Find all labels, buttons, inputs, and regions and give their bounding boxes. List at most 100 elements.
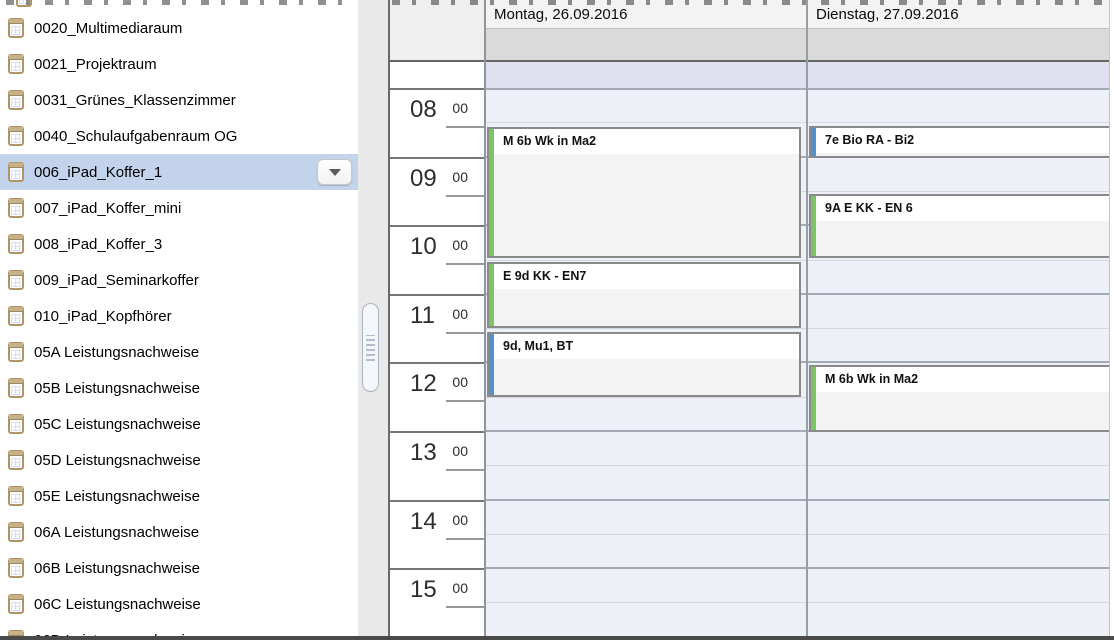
calendar-icon: [8, 594, 24, 614]
hour-label: 15: [410, 576, 437, 603]
calendar-event[interactable]: M 6b Wk in Ma2: [487, 127, 801, 258]
calendar-name: 0031_Grünes_Klassenzimmer: [34, 91, 236, 109]
calendar-icon: [8, 18, 24, 38]
allday-row[interactable]: [808, 28, 1114, 60]
event-category-color-bar: [811, 367, 816, 430]
sidebar-item-0040-schulaufgabenraum-og[interactable]: 0040_Schulaufgabenraum OG: [0, 118, 358, 154]
minute-underline: [446, 126, 484, 128]
hour-label: 08: [410, 96, 437, 123]
minute-underline: [446, 195, 484, 197]
hour-cell-09: 09 00: [390, 157, 484, 226]
calendar-name: 06A Leistungsnachweise: [34, 523, 200, 541]
vertical-scrollbar-track[interactable]: [1109, 0, 1114, 640]
calendar-name: 05D Leistungsnachweise: [34, 451, 201, 469]
calendar-options-dropdown-button[interactable]: [317, 159, 352, 185]
calendar-icon: [8, 522, 24, 542]
sidebar-item-006-ipad-koffer-1[interactable]: 006_iPad_Koffer_1: [0, 154, 358, 190]
sidebar-splitter[interactable]: [358, 0, 390, 640]
allday-row[interactable]: [486, 28, 806, 60]
cropped-top-row-sidebar: [6, 0, 346, 5]
hour-gridline: [808, 88, 1114, 90]
sidebar-item-0031-gr-nes-klassenzimmer[interactable]: 0031_Grünes_Klassenzimmer: [0, 82, 358, 118]
event-title: M 6b Wk in Ma2: [494, 129, 799, 154]
minute-label: 00: [452, 237, 468, 253]
sidebar-item-008-ipad-koffer-3[interactable]: 008_iPad_Koffer_3: [0, 226, 358, 262]
splitter-grippy-handle[interactable]: [362, 303, 379, 392]
week-view: 08 00 09 00 10 00 11 00 12 00 13 00 14 00 15 00 Montag,…: [390, 0, 1114, 640]
hour-gridline: [486, 499, 806, 501]
hour-gridline: [808, 567, 1114, 569]
calendar-icon: [8, 162, 24, 182]
half-hour-gridline: [486, 465, 806, 466]
calendar-name: 007_iPad_Koffer_mini: [34, 199, 182, 217]
calendar-icon: [8, 306, 24, 326]
window-bottom-edge: [0, 636, 1114, 640]
header-divider: [808, 60, 1114, 62]
calendar-name: 06C Leistungsnachweise: [34, 595, 201, 613]
day-grid[interactable]: 7e Bio RA - Bi2 9A E KK - EN 6 M 6b Wk in …: [808, 88, 1114, 640]
calendar-name: 05E Leistungsnachweise: [34, 487, 200, 505]
event-category-color-bar: [811, 128, 816, 156]
calendar-event[interactable]: 9d, Mu1, BT: [487, 332, 801, 397]
calendar-name: 006_iPad_Koffer_1: [34, 163, 163, 181]
day-grid[interactable]: M 6b Wk in Ma2 E 9d KK - EN7 9d, Mu1, BT: [486, 88, 806, 640]
half-hour-gridline: [808, 122, 1114, 123]
hour-label: 11: [410, 302, 435, 329]
hour-gridline: [808, 361, 1114, 363]
chevron-down-icon: [328, 168, 341, 176]
calendar-list-sidebar: 0020_Multimediaraum 0021_Projektraum 0031_…: [0, 0, 358, 640]
calendar-icon: [8, 414, 24, 434]
hour-cell-10: 10 00: [390, 225, 484, 294]
hour-gridline: [808, 293, 1114, 295]
half-hour-gridline: [808, 260, 1114, 261]
calendar-icon: [8, 54, 24, 74]
calendar-name: 05C Leistungsnachweise: [34, 415, 201, 433]
sidebar-item-05a-leistungsnachweise[interactable]: 05A Leistungsnachweise: [0, 334, 358, 370]
calendar-icon: [8, 234, 24, 254]
calendar-icon: [8, 558, 24, 578]
hour-label: 09: [410, 165, 437, 192]
early-morning-band: [808, 62, 1114, 88]
calendar-name: 010_iPad_Kopfhörer: [34, 307, 172, 325]
day-column-1[interactable]: Montag, 26.09.2016 M 6b Wk in Ma2 E 9d KK …: [486, 0, 806, 640]
calendar-name: 06B Leistungsnachweise: [34, 559, 200, 577]
sidebar-item-007-ipad-koffer-mini[interactable]: 007_iPad_Koffer_mini: [0, 190, 358, 226]
minute-underline: [446, 332, 484, 334]
calendar-event[interactable]: 7e Bio RA - Bi2: [809, 126, 1114, 158]
event-category-color-bar: [811, 196, 816, 256]
sidebar-item-010-ipad-kopfh-rer[interactable]: 010_iPad_Kopfhörer: [0, 298, 358, 334]
event-category-color-bar: [489, 334, 494, 395]
event-title: 9d, Mu1, BT: [494, 334, 799, 359]
minute-label: 00: [452, 580, 468, 596]
time-gutter-header: [390, 0, 484, 62]
half-hour-gridline: [808, 602, 1114, 603]
minute-label: 00: [452, 443, 468, 459]
minute-underline: [446, 606, 484, 608]
sidebar-item-0020-multimediaraum[interactable]: 0020_Multimediaraum: [0, 10, 358, 46]
calendar-name: 06D Leistungsnachweise: [34, 632, 201, 640]
calendar-event[interactable]: M 6b Wk in Ma2: [809, 365, 1114, 432]
hour-label: 12: [410, 370, 437, 397]
cropped-top-row-calendar: [392, 0, 1110, 5]
sidebar-item-05b-leistungsnachweise[interactable]: 05B Leistungsnachweise: [0, 370, 358, 406]
day-column-2[interactable]: Dienstag, 27.09.2016 7e Bio RA - Bi2 9A E …: [806, 0, 1114, 640]
sidebar-item-009-ipad-seminarkoffer[interactable]: 009_iPad_Seminarkoffer: [0, 262, 358, 298]
minute-underline: [446, 469, 484, 471]
calendar-event[interactable]: E 9d KK - EN7: [487, 262, 801, 328]
sidebar-item-05d-leistungsnachweise[interactable]: 05D Leistungsnachweise: [0, 442, 358, 478]
hour-gridline: [486, 567, 806, 569]
hour-gridline: [486, 430, 806, 432]
half-hour-gridline: [486, 534, 806, 535]
sidebar-item-06b-leistungsnachweise[interactable]: 06B Leistungsnachweise: [0, 550, 358, 586]
hour-cell-13: 13 00: [390, 431, 484, 500]
calendar-icon: [8, 198, 24, 218]
sidebar-item-05c-leistungsnachweise[interactable]: 05C Leistungsnachweise: [0, 406, 358, 442]
sidebar-item-05e-leistungsnachweise[interactable]: 05E Leistungsnachweise: [0, 478, 358, 514]
hour-cell-15: 15 00: [390, 568, 484, 637]
calendar-event[interactable]: 9A E KK - EN 6: [809, 194, 1114, 258]
half-hour-gridline: [808, 328, 1114, 329]
sidebar-item-06a-leistungsnachweise[interactable]: 06A Leistungsnachweise: [0, 514, 358, 550]
sidebar-item-06c-leistungsnachweise[interactable]: 06C Leistungsnachweise: [0, 586, 358, 622]
sidebar-item-0021-projektraum[interactable]: 0021_Projektraum: [0, 46, 358, 82]
